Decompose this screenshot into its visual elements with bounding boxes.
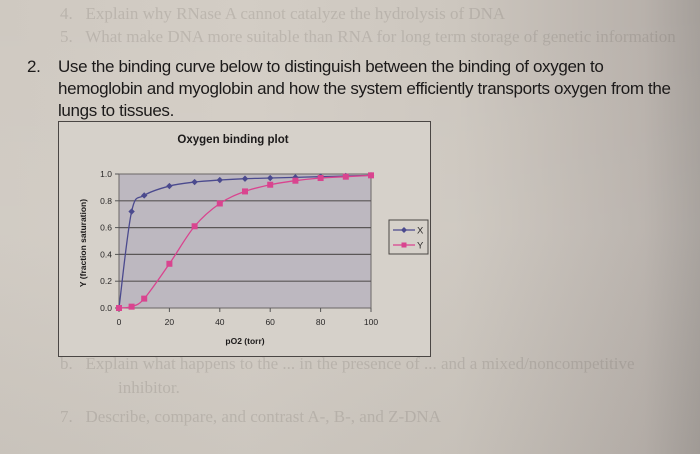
x-tick-label: 60 — [265, 317, 275, 327]
legend-square-icon — [401, 242, 407, 248]
x-tick-label: 20 — [165, 317, 175, 327]
square-marker — [128, 303, 135, 310]
oxygen-binding-chart: Oxygen binding plot 0.0 0.2 0.4 0.6 0.8 1.0 0… — [78, 134, 429, 346]
legend-label: Y — [417, 241, 424, 252]
square-marker — [342, 173, 349, 180]
diamond-marker — [128, 208, 135, 215]
diamond-marker — [166, 182, 173, 190]
bleed-through-text: 5. What make DNA more suitable than RNA … — [60, 27, 676, 46]
legend-box — [388, 219, 429, 255]
chart-frame: Oxygen binding plot 0.0 0.2 0.4 0.6 0.8 1.0 0… — [58, 121, 431, 357]
data-series — [115, 172, 375, 312]
square-marker — [216, 200, 223, 207]
plot-area — [118, 173, 372, 309]
square-marker — [242, 188, 248, 195]
series-y — [116, 172, 374, 311]
y-tick-label: 0.8 — [100, 196, 112, 206]
y-tick-label: 1.0 — [100, 169, 112, 179]
gridlines — [119, 200, 371, 282]
square-marker — [116, 305, 122, 311]
y-tick-label: 0.6 — [100, 223, 112, 233]
y-axis-ticks: 0.0 0.2 0.4 0.6 0.8 1.0 — [100, 169, 119, 313]
square-marker — [292, 177, 299, 184]
x-axis-ticks: 0 20 40 60 80 100 — [117, 308, 378, 327]
square-marker — [317, 175, 324, 182]
diamond-marker — [141, 192, 148, 199]
square-marker — [191, 223, 198, 230]
question-number: 2. — [27, 57, 41, 76]
diamond-marker — [191, 178, 198, 186]
legend-diamond-icon — [401, 227, 407, 233]
diamond-marker — [216, 176, 223, 184]
question-block: 2. Use the binding curve below to distin… — [27, 56, 687, 122]
y-tick-label: 0.0 — [100, 303, 112, 313]
square-marker — [368, 172, 374, 179]
x-axis-label: pO2 (torr) — [225, 336, 264, 346]
bleed-through-text: 7. Describe, compare, and contrast A-, B… — [60, 407, 441, 426]
y-tick-label: 0.4 — [100, 249, 112, 259]
question-text: Use the binding curve below to distingui… — [58, 57, 671, 120]
square-marker — [141, 295, 148, 302]
y-axis-label: Y (fraction saturation) — [78, 199, 88, 287]
bleed-through-text: 4. Explain why RNase A cannot catalyze t… — [60, 4, 506, 23]
diamond-marker — [241, 175, 249, 182]
chart-title: Oxygen binding plot — [177, 134, 288, 146]
bleed-through-text: inhibitor. — [118, 378, 180, 397]
square-marker — [166, 260, 173, 267]
square-marker — [267, 181, 274, 188]
diamond-marker — [267, 174, 274, 182]
bleed-through-text: b. Explain what happens to the ... in th… — [60, 354, 635, 373]
y-tick-label: 0.2 — [100, 276, 112, 286]
x-tick-label: 40 — [215, 317, 225, 327]
x-tick-label: 0 — [117, 317, 122, 327]
legend-label: X — [417, 226, 424, 237]
x-tick-label: 100 — [364, 317, 378, 327]
x-tick-label: 80 — [316, 317, 326, 327]
chart-legend: XY — [388, 219, 429, 255]
